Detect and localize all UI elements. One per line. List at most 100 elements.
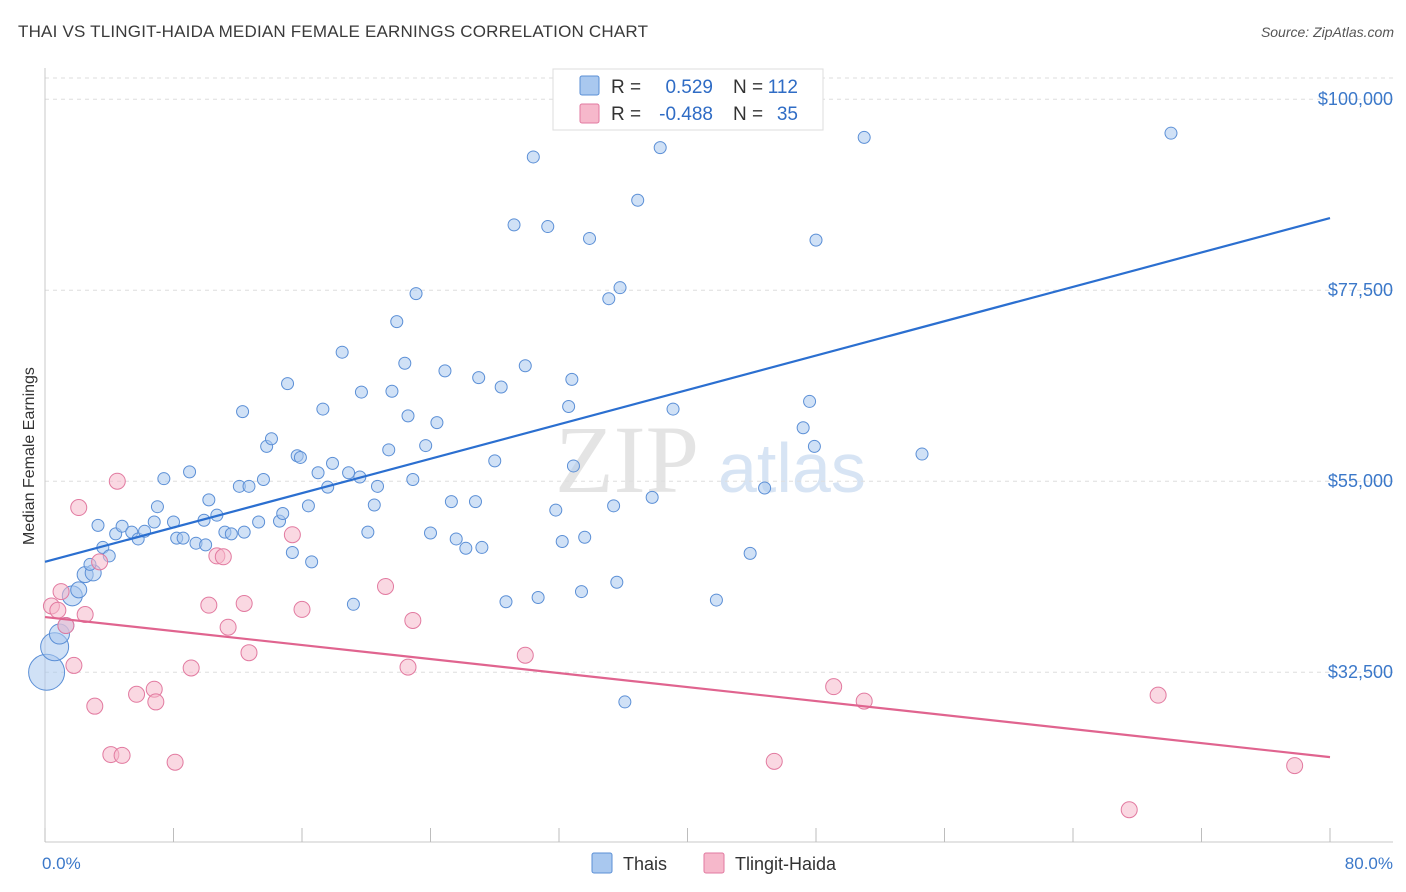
legend-n-label-thais: N =	[733, 77, 763, 98]
point-thais	[1164, 126, 1178, 140]
point-thais	[803, 394, 817, 408]
point-thais	[157, 472, 171, 486]
legend-n-value-thais: 112	[768, 77, 798, 98]
point-thais	[256, 473, 270, 487]
watermark-zip: ZIP	[555, 406, 699, 513]
point-thais	[401, 409, 415, 423]
point-thais	[354, 385, 368, 399]
point-thais	[385, 384, 399, 398]
point-tlingit-haida	[1149, 686, 1167, 704]
point-tlingit-haida	[49, 601, 67, 619]
stats-legend: R = 0.529 N = 112 R = -0.488 N = 35	[552, 68, 824, 131]
point-thais	[438, 364, 452, 378]
point-thais	[285, 546, 299, 560]
axes	[44, 68, 1393, 843]
legend-n-label-tlingit-haida: N =	[733, 104, 763, 125]
point-thais	[555, 534, 569, 548]
point-tlingit-haida	[1286, 757, 1304, 775]
point-thais	[419, 439, 433, 453]
y-tick-label: $100,000	[1318, 89, 1393, 109]
point-thais	[562, 400, 576, 414]
point-thais	[424, 526, 437, 540]
point-thais	[342, 466, 356, 480]
point-thais	[91, 518, 105, 532]
point-thais	[459, 541, 473, 555]
x-tick-label-max: 80.0%	[1345, 854, 1393, 873]
point-tlingit-haida	[52, 583, 70, 601]
point-thais	[199, 538, 213, 552]
point-tlingit-haida	[377, 577, 395, 595]
point-thais	[468, 495, 482, 509]
y-tick-label: $55,000	[1328, 471, 1393, 491]
point-thais	[264, 432, 278, 446]
point-tlingit-haida	[235, 594, 253, 612]
point-thais	[857, 130, 871, 144]
point-thais	[276, 506, 290, 520]
watermark-atlas: atlas	[718, 429, 866, 507]
y-tick-labels: $32,500 $55,000 $77,500 $100,000	[1318, 89, 1393, 682]
point-tlingit-haida	[1120, 801, 1138, 819]
point-thais	[613, 281, 627, 295]
point-thais	[488, 454, 502, 468]
point-thais	[409, 287, 423, 301]
point-thais	[236, 405, 250, 419]
point-tlingit-haida	[240, 644, 258, 662]
bottom-legend-swatch-tlingit-haida	[703, 852, 725, 874]
legend-swatch-tlingit-haida	[579, 103, 600, 124]
point-thais	[367, 498, 381, 512]
source-label: Source: ZipAtlas.com	[1260, 24, 1394, 40]
point-thais	[430, 416, 444, 430]
point-thais	[507, 218, 521, 232]
x-tick-label-min: 0.0%	[42, 854, 81, 873]
point-tlingit-haida	[399, 658, 417, 676]
point-thais	[444, 495, 458, 509]
point-tlingit-haida	[166, 753, 184, 771]
point-thais	[293, 450, 307, 464]
point-thais	[583, 231, 597, 245]
legend-r-label-tlingit-haida: R =	[611, 104, 641, 125]
point-thais	[607, 499, 621, 513]
point-thais	[645, 490, 659, 504]
trend-lines	[44, 217, 1331, 759]
point-thais	[610, 575, 624, 589]
point-tlingit-haida	[147, 693, 165, 711]
point-tlingit-haida	[57, 617, 75, 635]
bottom-legend-label-tlingit-haida: Tlingit-Haida	[735, 854, 837, 874]
point-thais	[578, 530, 592, 544]
point-thais	[653, 141, 667, 155]
point-thais	[758, 481, 772, 495]
point-thais	[566, 459, 580, 473]
point-thais	[796, 421, 810, 435]
point-tlingit-haida	[283, 526, 301, 544]
point-thais	[494, 380, 508, 394]
point-thais	[242, 479, 256, 493]
point-thais	[326, 456, 340, 470]
point-tlingit-haida	[214, 548, 232, 566]
point-thais	[518, 359, 532, 373]
point-tlingit-haida	[108, 472, 126, 490]
point-tlingit-haida	[404, 611, 422, 629]
legend-n-value-tlingit-haida: 35	[777, 104, 798, 125]
point-thais	[115, 519, 129, 533]
point-thais	[147, 515, 161, 529]
point-thais	[316, 402, 330, 416]
point-thais	[574, 585, 588, 599]
point-thais	[565, 372, 579, 386]
point-thais	[531, 591, 545, 605]
point-thais	[390, 315, 404, 329]
point-thais	[202, 493, 216, 507]
point-thais	[915, 447, 929, 461]
point-thais	[301, 499, 315, 513]
point-thais	[526, 150, 540, 164]
point-thais	[549, 503, 563, 517]
point-thais	[183, 465, 197, 479]
trend-line-thais	[44, 217, 1331, 563]
point-thais	[346, 597, 360, 611]
y-tick-label: $77,500	[1328, 280, 1393, 300]
point-thais	[472, 371, 486, 385]
gridlines	[45, 77, 1393, 673]
legend-r-label-thais: R =	[611, 77, 641, 98]
point-tlingit-haida	[86, 697, 104, 715]
bottom-legend-swatch-thais	[591, 852, 613, 874]
point-thais	[807, 439, 821, 453]
